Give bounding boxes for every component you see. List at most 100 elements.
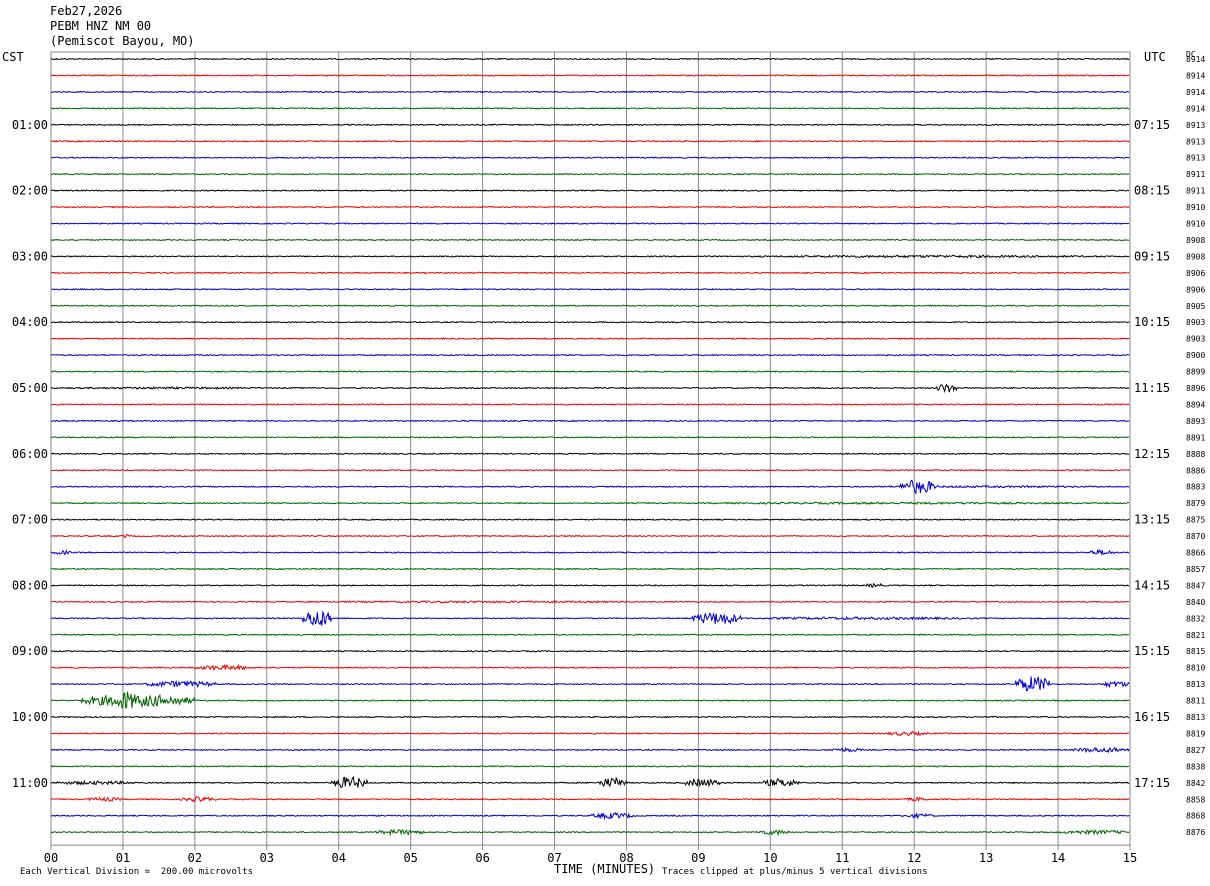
utc-time-label: 15:15 [1134,644,1170,658]
trace-row [50,436,1130,439]
trace-row [50,205,1130,209]
cst-time-label: 11:00 [12,776,48,790]
cst-time-label: 07:00 [12,513,48,527]
trace-row [50,123,1130,127]
trace-row [50,649,1130,653]
dc-offset-label: 8832 [1186,614,1205,623]
utc-time-label: 13:15 [1134,513,1170,527]
dc-offset-label: 8891 [1186,433,1205,442]
utc-time-label: 12:15 [1134,447,1170,461]
trace-row [50,222,1130,225]
dc-offset-label: 8875 [1186,516,1205,525]
dc-offset-label: 8914 [1186,71,1205,80]
dc-offset-label: 8810 [1186,664,1205,673]
dc-offset-label: 8914 [1186,88,1205,97]
dc-offset-label: 8811 [1186,697,1205,706]
cst-time-label: 02:00 [12,184,48,198]
utc-time-label: 14:15 [1134,578,1170,592]
x-tick-label: 10 [763,851,777,865]
dc-offset-label: 8886 [1186,466,1205,475]
trace-row [50,811,1130,821]
dc-offset-label: 8815 [1186,647,1205,656]
utc-time-label: 16:15 [1134,710,1170,724]
trace-row [50,676,1130,692]
x-tick-label: 06 [475,851,489,865]
x-axis-title: TIME (MINUTES) [554,862,656,876]
dc-offset-label: 8840 [1186,598,1205,607]
dc-offset-label: 8813 [1186,680,1205,689]
x-tick-label: 00 [44,851,58,865]
station-location: (Pemiscot Bayou, MO) [50,34,195,48]
trace-row [50,518,1130,521]
trace-row [50,288,1130,291]
x-tick-label: 15 [1123,851,1137,865]
utc-time-label: 09:15 [1134,249,1170,263]
dc-offset-label: 8906 [1186,269,1205,278]
dc-offset-label: 8899 [1186,368,1205,377]
dc-offset-label: 8914 [1186,55,1205,64]
trace-row [50,353,1130,357]
dc-offset-label: 8821 [1186,631,1205,640]
trace-row [50,337,1130,340]
trace-row [50,746,1130,754]
cst-time-label: 04:00 [12,315,48,329]
trace-row [50,383,1130,394]
dc-offset-label: 8842 [1186,779,1205,788]
dc-offset-label: 8858 [1186,795,1205,804]
plot-date: Feb27,2026 [50,4,123,18]
dc-offset-label: 8910 [1186,203,1205,212]
x-tick-label: 04 [332,851,346,865]
axis-labels: 00 01 02 03 04 05 06 07 08 09 10 11 12 13 14 15 8914 8914… [12,55,1206,865]
x-tick-label: 01 [116,851,130,865]
trace-row [50,828,1130,837]
trace-row [50,730,1130,737]
utc-axis-label: UTC [1144,50,1166,64]
x-tick-label: 02 [188,851,202,865]
dc-offset-label: 8906 [1186,285,1205,294]
trace-row [50,419,1130,423]
trace-row [50,320,1130,324]
x-tick-label: 12 [907,851,921,865]
trace-row [50,370,1130,373]
x-tick-label: 05 [403,851,417,865]
dc-offset-label: 8838 [1186,762,1205,771]
cst-axis-label: CST [2,50,24,64]
x-tick-label: 07 [547,851,561,865]
dc-offset-label: 8847 [1186,581,1205,590]
trace-row [50,139,1130,143]
trace-row [50,582,1130,588]
trace-row [50,610,1130,627]
cst-time-label: 08:00 [12,578,48,592]
cst-time-label: 03:00 [12,249,48,263]
trace-row [50,501,1130,506]
x-tick-label: 03 [260,851,274,865]
trace-row [50,271,1130,275]
trace-row [50,254,1130,259]
dc-offset-label: 8908 [1186,236,1205,245]
dc-offset-label: 8894 [1186,400,1205,409]
cst-time-label: 01:00 [12,118,48,132]
dc-offset-label: 8876 [1186,828,1205,837]
dc-offset-label: 8913 [1186,121,1205,130]
trace-row [50,479,1130,495]
scale-note: Each Vertical Division = 200.00 microvol… [20,867,253,877]
trace-row [50,796,1130,803]
trace-row [50,57,1130,61]
dc-offset-label: 8913 [1186,137,1205,146]
dc-offset-label: 8857 [1186,565,1205,574]
dc-offset-label: 8827 [1186,746,1205,755]
utc-time-label: 17:15 [1134,776,1170,790]
x-tick-label: 11 [835,851,849,865]
trace-row [50,663,1130,671]
trace-row [50,452,1130,456]
trace-row [50,633,1130,636]
trace-row [50,715,1130,719]
dc-offset-label: 8893 [1186,417,1205,426]
dc-offset-label: 8910 [1186,220,1205,229]
utc-time-label: 07:15 [1134,118,1170,132]
dc-axis-label: DC [1186,50,1196,59]
dc-offset-label: 8868 [1186,812,1205,821]
dc-offset-label: 8903 [1186,318,1205,327]
cst-time-label: 06:00 [12,447,48,461]
trace-row [50,74,1130,77]
